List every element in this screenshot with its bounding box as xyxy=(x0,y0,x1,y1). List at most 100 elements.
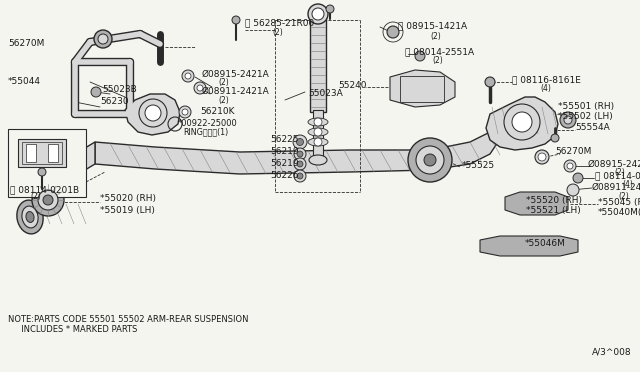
Polygon shape xyxy=(390,70,455,107)
Text: 56230: 56230 xyxy=(100,97,129,106)
Text: Ø08915-2421A: Ø08915-2421A xyxy=(588,160,640,169)
Circle shape xyxy=(326,5,334,13)
Text: 56270M: 56270M xyxy=(555,148,591,157)
Circle shape xyxy=(573,173,583,183)
Circle shape xyxy=(38,190,58,210)
Circle shape xyxy=(293,135,307,149)
Circle shape xyxy=(43,195,53,205)
Text: A/3^008: A/3^008 xyxy=(592,347,632,356)
Circle shape xyxy=(297,161,303,167)
Text: *55501 (RH): *55501 (RH) xyxy=(558,103,614,112)
Circle shape xyxy=(408,138,452,182)
Circle shape xyxy=(387,26,399,38)
Bar xyxy=(18,139,66,167)
Text: 56210K: 56210K xyxy=(200,106,234,115)
Text: *55044: *55044 xyxy=(8,77,41,86)
Text: Ø08911-2421A: Ø08911-2421A xyxy=(592,183,640,192)
Circle shape xyxy=(294,158,306,170)
Circle shape xyxy=(560,112,576,128)
Text: *55045 (RH): *55045 (RH) xyxy=(598,198,640,206)
Circle shape xyxy=(139,99,167,127)
Circle shape xyxy=(32,184,64,216)
Circle shape xyxy=(185,73,191,79)
Text: *55525: *55525 xyxy=(462,160,495,170)
Text: Ⓑ 56285-21R00: Ⓑ 56285-21R00 xyxy=(245,19,314,28)
Circle shape xyxy=(314,128,322,136)
Text: *00922-25000: *00922-25000 xyxy=(178,119,237,128)
Circle shape xyxy=(232,16,240,24)
Circle shape xyxy=(294,170,306,182)
Circle shape xyxy=(296,138,303,145)
Circle shape xyxy=(314,118,322,126)
Circle shape xyxy=(294,148,306,160)
Bar xyxy=(313,110,323,162)
Polygon shape xyxy=(35,142,95,224)
Text: NOTE:PARTS CODE 55501 55502 ARM-REAR SUSPENSION: NOTE:PARTS CODE 55501 55502 ARM-REAR SUS… xyxy=(8,315,248,324)
Text: *55521 (LH): *55521 (LH) xyxy=(526,205,580,215)
Circle shape xyxy=(308,4,328,24)
Text: (4): (4) xyxy=(622,180,633,189)
Text: *55502 (LH): *55502 (LH) xyxy=(558,112,612,122)
Bar xyxy=(8,129,86,197)
Bar xyxy=(48,144,58,162)
Text: Ⓥ 08915-1421A: Ⓥ 08915-1421A xyxy=(398,22,467,31)
Text: 56226: 56226 xyxy=(270,171,298,180)
Bar xyxy=(22,142,62,164)
Circle shape xyxy=(194,82,206,94)
Circle shape xyxy=(179,106,191,118)
Polygon shape xyxy=(486,97,558,150)
Text: *55040M(LH): *55040M(LH) xyxy=(598,208,640,217)
Text: *55520 (RH): *55520 (RH) xyxy=(526,196,582,205)
Circle shape xyxy=(98,34,108,44)
Bar xyxy=(26,144,36,162)
Circle shape xyxy=(485,77,495,87)
Circle shape xyxy=(94,30,112,48)
Text: Ⓑ 08116-8161E: Ⓑ 08116-8161E xyxy=(512,76,581,84)
Circle shape xyxy=(182,109,188,115)
Circle shape xyxy=(182,70,194,82)
Polygon shape xyxy=(125,94,180,135)
Text: Ⓑ 08114-0201B: Ⓑ 08114-0201B xyxy=(595,171,640,180)
Text: Ⓐ 08014-2551A: Ⓐ 08014-2551A xyxy=(405,48,474,57)
Text: 55240: 55240 xyxy=(338,80,367,90)
Circle shape xyxy=(312,8,324,20)
Text: (4): (4) xyxy=(540,84,551,93)
Circle shape xyxy=(91,87,101,97)
Polygon shape xyxy=(505,192,568,215)
Text: *55020 (RH): *55020 (RH) xyxy=(100,195,156,203)
Ellipse shape xyxy=(17,200,43,234)
Circle shape xyxy=(415,51,425,61)
Text: Ø08915-2421A: Ø08915-2421A xyxy=(202,70,269,78)
Circle shape xyxy=(512,112,532,132)
Circle shape xyxy=(38,168,46,176)
Circle shape xyxy=(416,146,444,174)
Text: 56219: 56219 xyxy=(270,160,299,169)
Text: *55046M: *55046M xyxy=(525,240,566,248)
Polygon shape xyxy=(95,117,500,174)
Text: (2): (2) xyxy=(272,28,283,36)
Text: Ø08911-2421A: Ø08911-2421A xyxy=(202,87,269,96)
Text: (2): (2) xyxy=(30,192,41,202)
Circle shape xyxy=(564,160,576,172)
Ellipse shape xyxy=(308,138,328,146)
Text: (2): (2) xyxy=(218,96,228,105)
Text: 56219: 56219 xyxy=(270,148,299,157)
Text: (2): (2) xyxy=(614,169,625,177)
Circle shape xyxy=(424,154,436,166)
Circle shape xyxy=(567,163,573,169)
Circle shape xyxy=(504,104,540,140)
Ellipse shape xyxy=(308,118,328,126)
Circle shape xyxy=(297,173,303,179)
Polygon shape xyxy=(480,236,578,256)
Circle shape xyxy=(297,151,303,157)
Text: 56270M: 56270M xyxy=(8,39,44,48)
Text: RINGリング(1): RINGリング(1) xyxy=(183,128,228,137)
Circle shape xyxy=(551,134,559,142)
Text: (2): (2) xyxy=(218,78,228,87)
Circle shape xyxy=(535,150,549,164)
Text: *55019 (LH): *55019 (LH) xyxy=(100,205,155,215)
Circle shape xyxy=(314,138,322,146)
Circle shape xyxy=(197,85,203,91)
Ellipse shape xyxy=(22,206,38,228)
Text: 56225: 56225 xyxy=(270,135,298,144)
